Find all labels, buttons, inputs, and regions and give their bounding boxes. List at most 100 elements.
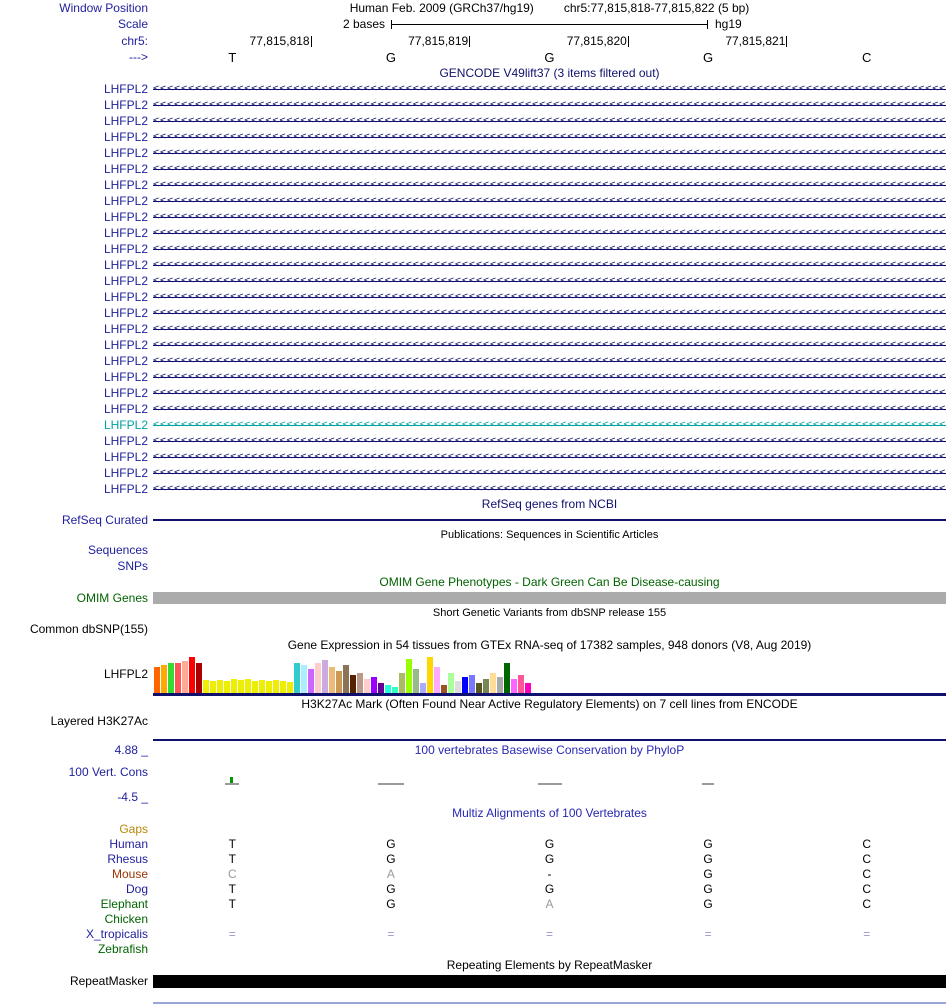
repeatmasker-track[interactable] bbox=[153, 973, 946, 990]
h3k27ac-track[interactable] bbox=[153, 713, 946, 743]
publications-title[interactable]: Publications: Sequences in Scientific Ar… bbox=[440, 529, 659, 541]
gene-label[interactable]: LHFPL2 bbox=[103, 258, 148, 272]
omim-genes-label[interactable]: OMIM Genes bbox=[76, 591, 148, 605]
gene-row[interactable]: LHFPL2 <<<<<<<<<<<<<<<<<<<<<<<<<<<<<<<<<<… bbox=[0, 305, 950, 321]
species-label[interactable]: Rhesus bbox=[107, 852, 148, 866]
species-label[interactable]: Zebrafish bbox=[97, 942, 148, 956]
omim-genes-row[interactable]: OMIM Genes bbox=[0, 591, 950, 606]
gtex-expression-bar[interactable] bbox=[462, 677, 468, 693]
gene-track[interactable]: <<<<<<<<<<<<<<<<<<<<<<<<<<<<<<<<<<<<<<<<… bbox=[153, 225, 946, 241]
gene-label[interactable]: LHFPL2 bbox=[103, 370, 148, 384]
gtex-expression-bar[interactable] bbox=[364, 679, 370, 693]
gene-row[interactable]: LHFPL2 <<<<<<<<<<<<<<<<<<<<<<<<<<<<<<<<<<… bbox=[0, 321, 950, 337]
gtex-expression-bar[interactable] bbox=[469, 675, 475, 693]
gtex-expression-bar[interactable] bbox=[217, 680, 223, 693]
gtex-expression-bar[interactable] bbox=[315, 663, 321, 693]
gene-track[interactable]: <<<<<<<<<<<<<<<<<<<<<<<<<<<<<<<<<<<<<<<<… bbox=[153, 401, 946, 417]
gene-track[interactable]: <<<<<<<<<<<<<<<<<<<<<<<<<<<<<<<<<<<<<<<<… bbox=[153, 481, 946, 497]
gene-row[interactable]: LHFPL2 <<<<<<<<<<<<<<<<<<<<<<<<<<<<<<<<<<… bbox=[0, 129, 950, 145]
gtex-expression-bar[interactable] bbox=[371, 677, 377, 693]
sequences-label[interactable]: Sequences bbox=[87, 543, 148, 557]
conservation-row[interactable]: 100 Vert. Cons bbox=[0, 758, 950, 790]
species-label[interactable]: Elephant bbox=[100, 897, 148, 911]
gtex-expression-bar[interactable] bbox=[280, 681, 286, 693]
gene-row[interactable]: LHFPL2 <<<<<<<<<<<<<<<<<<<<<<<<<<<<<<<<<<… bbox=[0, 97, 950, 113]
gtex-track[interactable] bbox=[153, 653, 946, 696]
gene-label[interactable]: LHFPL2 bbox=[103, 338, 148, 352]
gtex-expression-bar[interactable] bbox=[525, 683, 531, 693]
refseq-curated-track[interactable] bbox=[153, 512, 946, 528]
gene-track[interactable]: <<<<<<<<<<<<<<<<<<<<<<<<<<<<<<<<<<<<<<<<… bbox=[153, 433, 946, 449]
species-label[interactable]: Dog bbox=[125, 882, 148, 896]
alignment-row[interactable]: Human T G G G C bbox=[0, 837, 950, 852]
gtex-expression-bar[interactable] bbox=[189, 657, 195, 693]
gtex-expression-bar[interactable] bbox=[343, 665, 349, 693]
snps-label[interactable]: SNPs bbox=[117, 559, 148, 573]
gene-label[interactable]: LHFPL2 bbox=[103, 114, 148, 128]
gtex-expression-bar[interactable] bbox=[511, 679, 517, 693]
conservation-label[interactable]: 100 Vert. Cons bbox=[68, 765, 148, 779]
gtex-expression-bar[interactable] bbox=[476, 683, 482, 693]
gtex-expression-bar[interactable] bbox=[399, 673, 405, 693]
alignment-row[interactable]: Zebrafish bbox=[0, 942, 950, 957]
gene-row[interactable]: LHFPL2 <<<<<<<<<<<<<<<<<<<<<<<<<<<<<<<<<<… bbox=[0, 449, 950, 465]
dbsnp-row[interactable]: Common dbSNP(155) bbox=[0, 621, 950, 637]
gene-row[interactable]: LHFPL2 <<<<<<<<<<<<<<<<<<<<<<<<<<<<<<<<<<… bbox=[0, 289, 950, 305]
gtex-expression-bar[interactable] bbox=[161, 665, 167, 693]
gene-row[interactable]: LHFPL2 <<<<<<<<<<<<<<<<<<<<<<<<<<<<<<<<<<… bbox=[0, 273, 950, 289]
gene-label[interactable]: LHFPL2 bbox=[103, 274, 148, 288]
gene-row[interactable]: LHFPL2 <<<<<<<<<<<<<<<<<<<<<<<<<<<<<<<<<<… bbox=[0, 337, 950, 353]
gene-track[interactable]: <<<<<<<<<<<<<<<<<<<<<<<<<<<<<<<<<<<<<<<<… bbox=[153, 305, 946, 321]
gene-row[interactable]: LHFPL2 <<<<<<<<<<<<<<<<<<<<<<<<<<<<<<<<<<… bbox=[0, 257, 950, 273]
gene-label[interactable]: LHFPL2 bbox=[103, 82, 148, 96]
gaps-label[interactable]: Gaps bbox=[119, 822, 148, 836]
gene-label[interactable]: LHFPL2 bbox=[103, 306, 148, 320]
gene-label[interactable]: LHFPL2 bbox=[103, 322, 148, 336]
gene-track[interactable]: <<<<<<<<<<<<<<<<<<<<<<<<<<<<<<<<<<<<<<<<… bbox=[153, 241, 946, 257]
repeatmasker-row[interactable]: RepeatMasker bbox=[0, 973, 950, 990]
gtex-expression-bar[interactable] bbox=[266, 681, 272, 693]
gene-track[interactable]: <<<<<<<<<<<<<<<<<<<<<<<<<<<<<<<<<<<<<<<<… bbox=[153, 97, 946, 113]
gtex-expression-bar[interactable] bbox=[427, 657, 433, 693]
gtex-expression-bar[interactable] bbox=[385, 685, 391, 693]
gene-label[interactable]: LHFPL2 bbox=[103, 242, 148, 256]
alignment-row[interactable]: Rhesus T G G G C bbox=[0, 852, 950, 867]
refseq-curated-label[interactable]: RefSeq Curated bbox=[61, 513, 148, 527]
gene-row[interactable]: LHFPL2 <<<<<<<<<<<<<<<<<<<<<<<<<<<<<<<<<<… bbox=[0, 465, 950, 481]
gaps-row[interactable]: Gaps bbox=[0, 821, 950, 837]
gene-track[interactable]: <<<<<<<<<<<<<<<<<<<<<<<<<<<<<<<<<<<<<<<<… bbox=[153, 321, 946, 337]
gtex-expression-bar[interactable] bbox=[238, 680, 244, 693]
dbsnp-title[interactable]: Short Genetic Variants from dbSNP releas… bbox=[432, 607, 667, 619]
gene-track[interactable]: <<<<<<<<<<<<<<<<<<<<<<<<<<<<<<<<<<<<<<<<… bbox=[153, 449, 946, 465]
gencode-title[interactable]: GENCODE V49lift37 (3 items filtered out) bbox=[439, 66, 660, 80]
gene-label[interactable]: LHFPL2 bbox=[103, 466, 148, 480]
gene-track[interactable]: <<<<<<<<<<<<<<<<<<<<<<<<<<<<<<<<<<<<<<<<… bbox=[153, 81, 946, 97]
alignment-row[interactable]: X_tropicalis = = = = = bbox=[0, 927, 950, 942]
gene-label[interactable]: LHFPL2 bbox=[103, 130, 148, 144]
gtex-expression-bar[interactable] bbox=[231, 679, 237, 693]
gtex-expression-bar[interactable] bbox=[420, 683, 426, 693]
gene-track[interactable]: <<<<<<<<<<<<<<<<<<<<<<<<<<<<<<<<<<<<<<<<… bbox=[153, 257, 946, 273]
gtex-expression-bar[interactable] bbox=[168, 663, 174, 693]
conservation-track[interactable] bbox=[153, 758, 946, 790]
gtex-gene-label[interactable]: LHFPL2 bbox=[103, 667, 148, 681]
gene-row[interactable]: LHFPL2 <<<<<<<<<<<<<<<<<<<<<<<<<<<<<<<<<<… bbox=[0, 225, 950, 241]
gene-label[interactable]: LHFPL2 bbox=[103, 98, 148, 112]
h3k27ac-row[interactable]: Layered H3K27Ac bbox=[0, 713, 950, 743]
gene-row[interactable]: LHFPL2 <<<<<<<<<<<<<<<<<<<<<<<<<<<<<<<<<<… bbox=[0, 113, 950, 129]
gtex-expression-bar[interactable] bbox=[455, 681, 461, 693]
gene-track[interactable]: <<<<<<<<<<<<<<<<<<<<<<<<<<<<<<<<<<<<<<<<… bbox=[153, 193, 946, 209]
repeatmasker-title[interactable]: Repeating Elements by RepeatMasker bbox=[446, 958, 653, 972]
sequences-row[interactable]: Sequences bbox=[0, 543, 950, 558]
gtex-expression-bar[interactable] bbox=[518, 675, 524, 693]
alignment-row[interactable]: Dog T G G G C bbox=[0, 882, 950, 897]
gtex-expression-bar[interactable] bbox=[154, 667, 160, 693]
gtex-title[interactable]: Gene Expression in 54 tissues from GTEx … bbox=[287, 638, 812, 652]
alignment-row[interactable]: Elephant T G A G C bbox=[0, 897, 950, 912]
gene-label[interactable]: LHFPL2 bbox=[103, 482, 148, 496]
gene-row[interactable]: LHFPL2 <<<<<<<<<<<<<<<<<<<<<<<<<<<<<<<<<<… bbox=[0, 177, 950, 193]
gtex-expression-bar[interactable] bbox=[175, 663, 181, 693]
dbsnp-label[interactable]: Common dbSNP(155) bbox=[29, 622, 148, 636]
omim-genes-track[interactable] bbox=[153, 591, 946, 606]
gtex-expression-bar[interactable] bbox=[350, 675, 356, 693]
